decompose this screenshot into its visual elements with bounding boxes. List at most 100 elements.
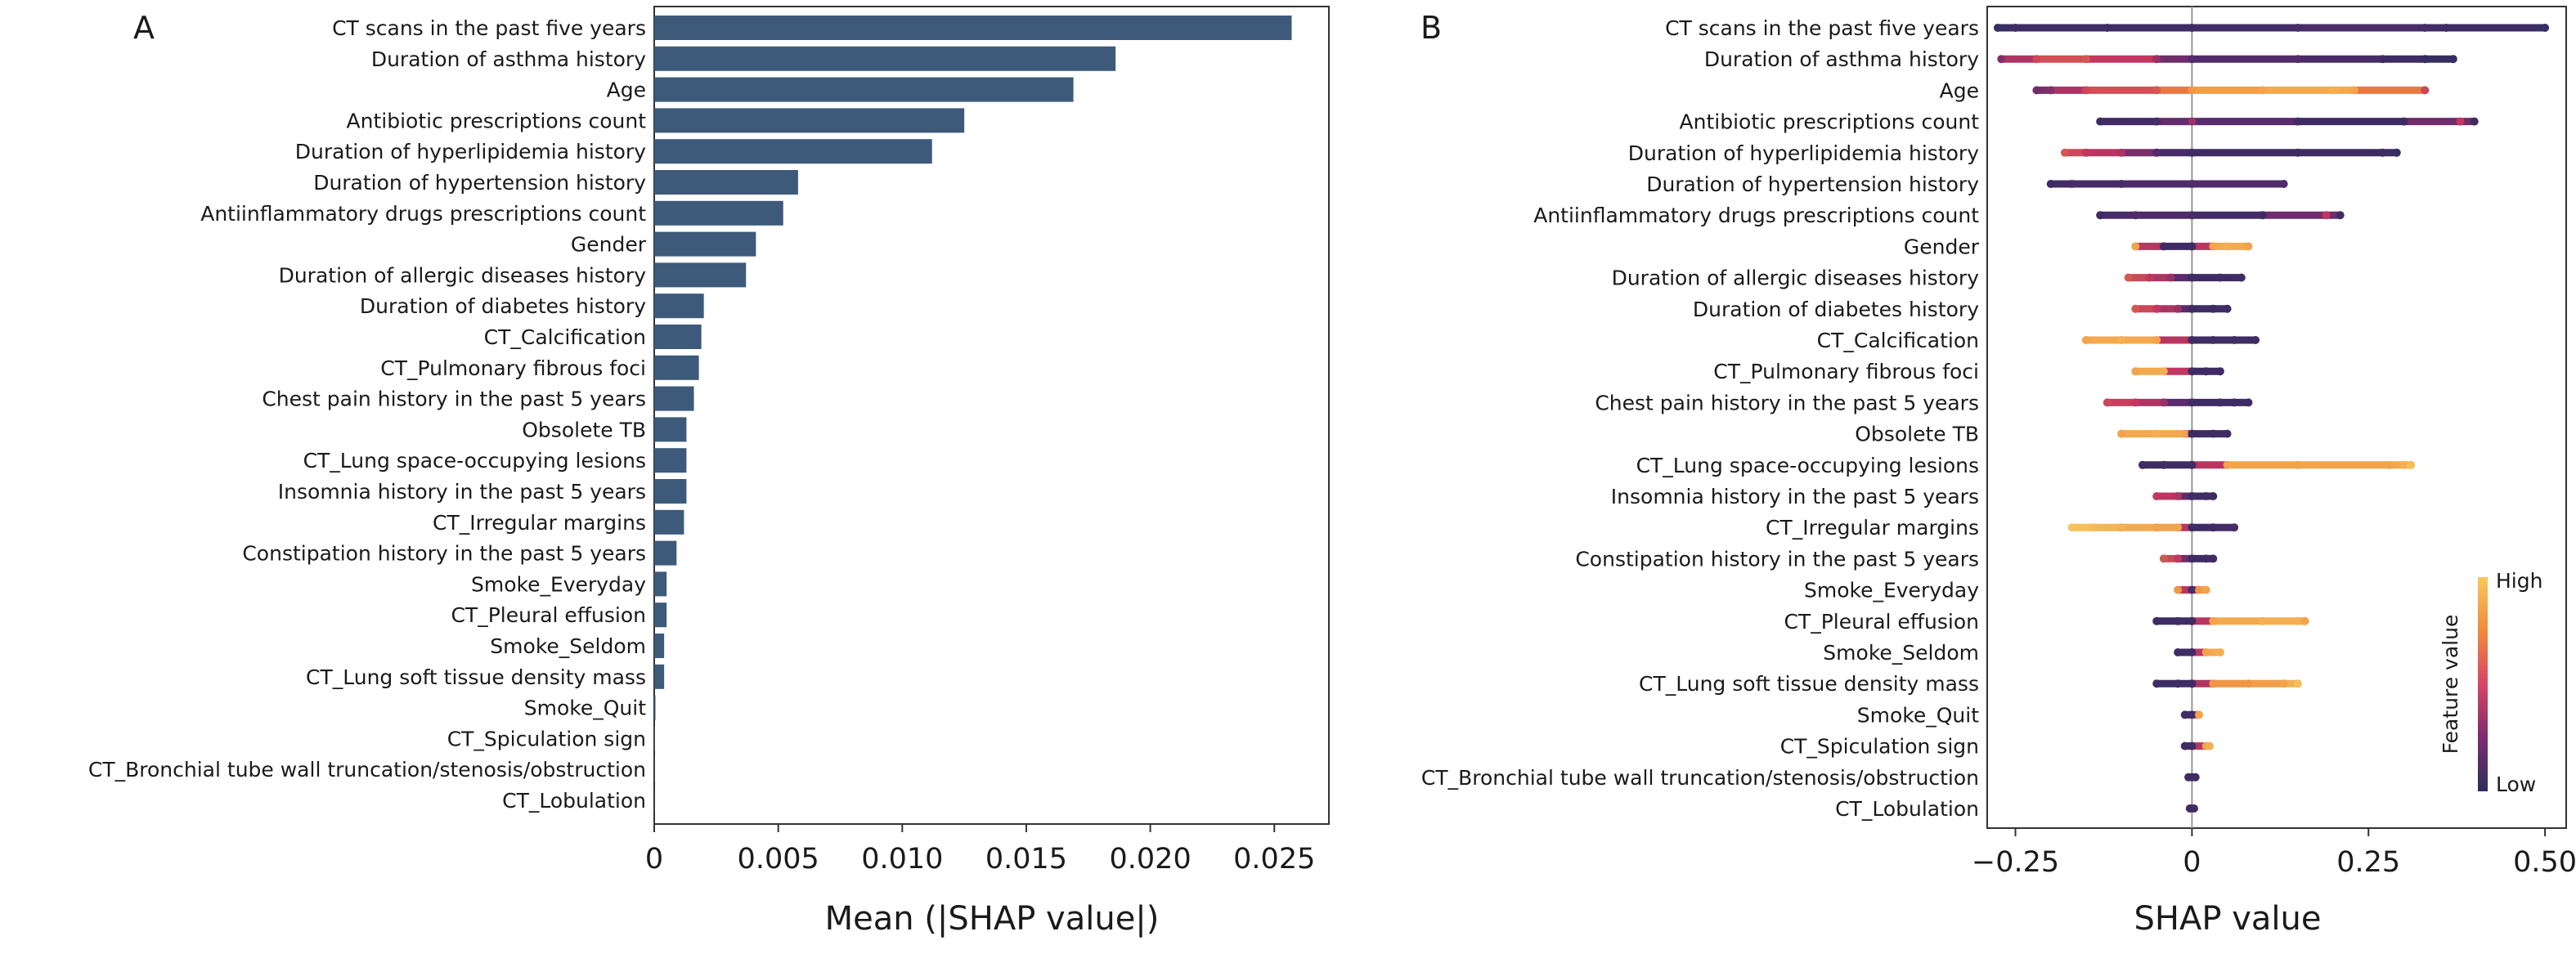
shap-point <box>2205 741 2214 750</box>
shap-point <box>2032 55 2041 64</box>
shap-point <box>2215 398 2224 407</box>
shap-point <box>2152 429 2161 438</box>
shap-point <box>2189 804 2198 813</box>
shap-point <box>2089 523 2098 532</box>
legend-title: Feature value <box>2439 615 2462 755</box>
category-label: Duration of allergic diseases history <box>279 263 647 287</box>
bar-insomnia-history-in-the-past-5-years <box>654 479 687 504</box>
category-label: Age <box>607 78 646 102</box>
bar-duration-of-asthma-history <box>654 46 1116 71</box>
shap-point <box>2145 273 2154 282</box>
shap-point <box>2159 367 2168 376</box>
shap-point <box>2046 86 2055 95</box>
category-label: Smoke_Seldom <box>490 634 646 658</box>
shap-point <box>2209 679 2218 688</box>
shap-point <box>2195 585 2204 594</box>
x-tick-label: 0.50 <box>2513 846 2576 879</box>
shap-point <box>2188 398 2197 407</box>
category-label: Smoke_Quit <box>524 696 646 720</box>
bar-duration-of-diabetes-history <box>654 293 704 319</box>
category-label: Smoke_Everyday <box>471 572 646 596</box>
bar-ct-scans-in-the-past-five-years <box>654 16 1292 40</box>
shap-point <box>2188 741 2197 750</box>
legend-colorbar <box>2478 577 2488 791</box>
x-tick-label: 0.025 <box>1233 843 1315 876</box>
category-label: CT_Pulmonary fibrous foci <box>1713 360 1979 383</box>
shap-point <box>2541 24 2550 32</box>
shap-point <box>2421 86 2430 95</box>
bar-ct-lung-soft-tissue-density-mass <box>654 664 665 689</box>
shap-point <box>2174 523 2183 532</box>
category-label: Duration of diabetes history <box>1693 298 1979 321</box>
shap-point <box>2152 336 2161 344</box>
category-label: Insomnia history in the past 5 years <box>1611 485 1979 508</box>
category-label: CT_Bronchial tube wall truncation/stenos… <box>88 758 646 782</box>
shap-point <box>2201 554 2210 563</box>
shap-point <box>2195 710 2204 719</box>
bar-obsolete-tb <box>654 417 687 442</box>
shap-point <box>2188 710 2197 719</box>
category-label: CT_Lung space-occupying lesions <box>1636 454 1979 477</box>
shap-point <box>2188 648 2197 656</box>
shap-point <box>2300 616 2309 625</box>
shap-point <box>2103 398 2112 407</box>
legend-low-label: Low <box>2496 773 2536 796</box>
shap-point <box>2174 554 2183 563</box>
shap-point <box>2152 304 2161 313</box>
shap-point <box>2421 55 2430 64</box>
bar-duration-of-allergic-diseases-history <box>654 262 747 288</box>
shap-point <box>2152 148 2161 157</box>
shap-point <box>2188 585 2197 594</box>
shap-point <box>2293 460 2302 469</box>
category-label: Duration of hyperlipidemia history <box>295 140 646 163</box>
shap-point <box>2011 24 2020 32</box>
category-label: Duration of hypertension history <box>1646 172 1979 196</box>
shap-point <box>2159 460 2168 469</box>
shap-point <box>2209 429 2218 438</box>
category-label: CT_Spiculation sign <box>1780 735 1979 759</box>
bar-ct-spiculation-sign <box>654 726 655 751</box>
shap-point <box>2223 304 2232 313</box>
shap-point <box>2336 211 2345 220</box>
category-label: CT_Calcification <box>484 325 646 349</box>
bar-ct-bronchial-tube-wall-truncation-stenosis-obstruction <box>654 757 655 782</box>
shap-point <box>2131 242 2140 251</box>
category-label: CT scans in the past five years <box>1665 16 1979 40</box>
shap-point <box>2174 492 2183 500</box>
shap-point <box>1993 24 2002 32</box>
category-label: Chest pain history in the past 5 years <box>262 387 646 411</box>
shap-point <box>2258 86 2267 95</box>
shap-point <box>2032 86 2041 95</box>
shap-point <box>2188 211 2197 220</box>
shap-point <box>2152 55 2161 64</box>
shap-point <box>2209 523 2218 532</box>
category-label: CT_Calcification <box>1817 329 1979 352</box>
panel-b-label: B <box>1420 10 1442 46</box>
shap-point <box>2188 492 2197 500</box>
shap-point <box>2081 148 2090 157</box>
category-label: Antiinflammatory drugs prescriptions cou… <box>200 202 646 226</box>
shap-point <box>2180 741 2189 750</box>
shap-point <box>2081 86 2090 95</box>
category-label: Obsolete TB <box>1855 423 1979 446</box>
x-tick-label: 0 <box>645 843 663 876</box>
bar-smoke-seldom <box>654 634 665 658</box>
category-label: Antiinflammatory drugs prescriptions cou… <box>1533 204 1979 227</box>
shap-point <box>2385 460 2394 469</box>
shap-point <box>2096 211 2105 220</box>
shap-point <box>2174 648 2183 656</box>
shap-point <box>2399 117 2408 126</box>
bar-ct-calcification <box>654 325 702 349</box>
bar-smoke-quit <box>654 695 656 720</box>
category-label: Duration of hypertension history <box>313 171 646 195</box>
bar-smoke-everyday <box>654 571 667 597</box>
category-label: CT_Pleural effusion <box>1784 610 1979 634</box>
shap-point <box>2131 211 2140 220</box>
shap-point <box>2188 304 2197 313</box>
category-label: Constipation history in the past 5 years <box>1575 547 1979 571</box>
shap-point <box>2174 616 2183 625</box>
shap-point <box>2159 398 2168 407</box>
bar-age <box>654 77 1074 102</box>
bar-chest-pain-history-in-the-past-5-years <box>654 386 694 411</box>
legend-high-label: High <box>2496 569 2542 593</box>
